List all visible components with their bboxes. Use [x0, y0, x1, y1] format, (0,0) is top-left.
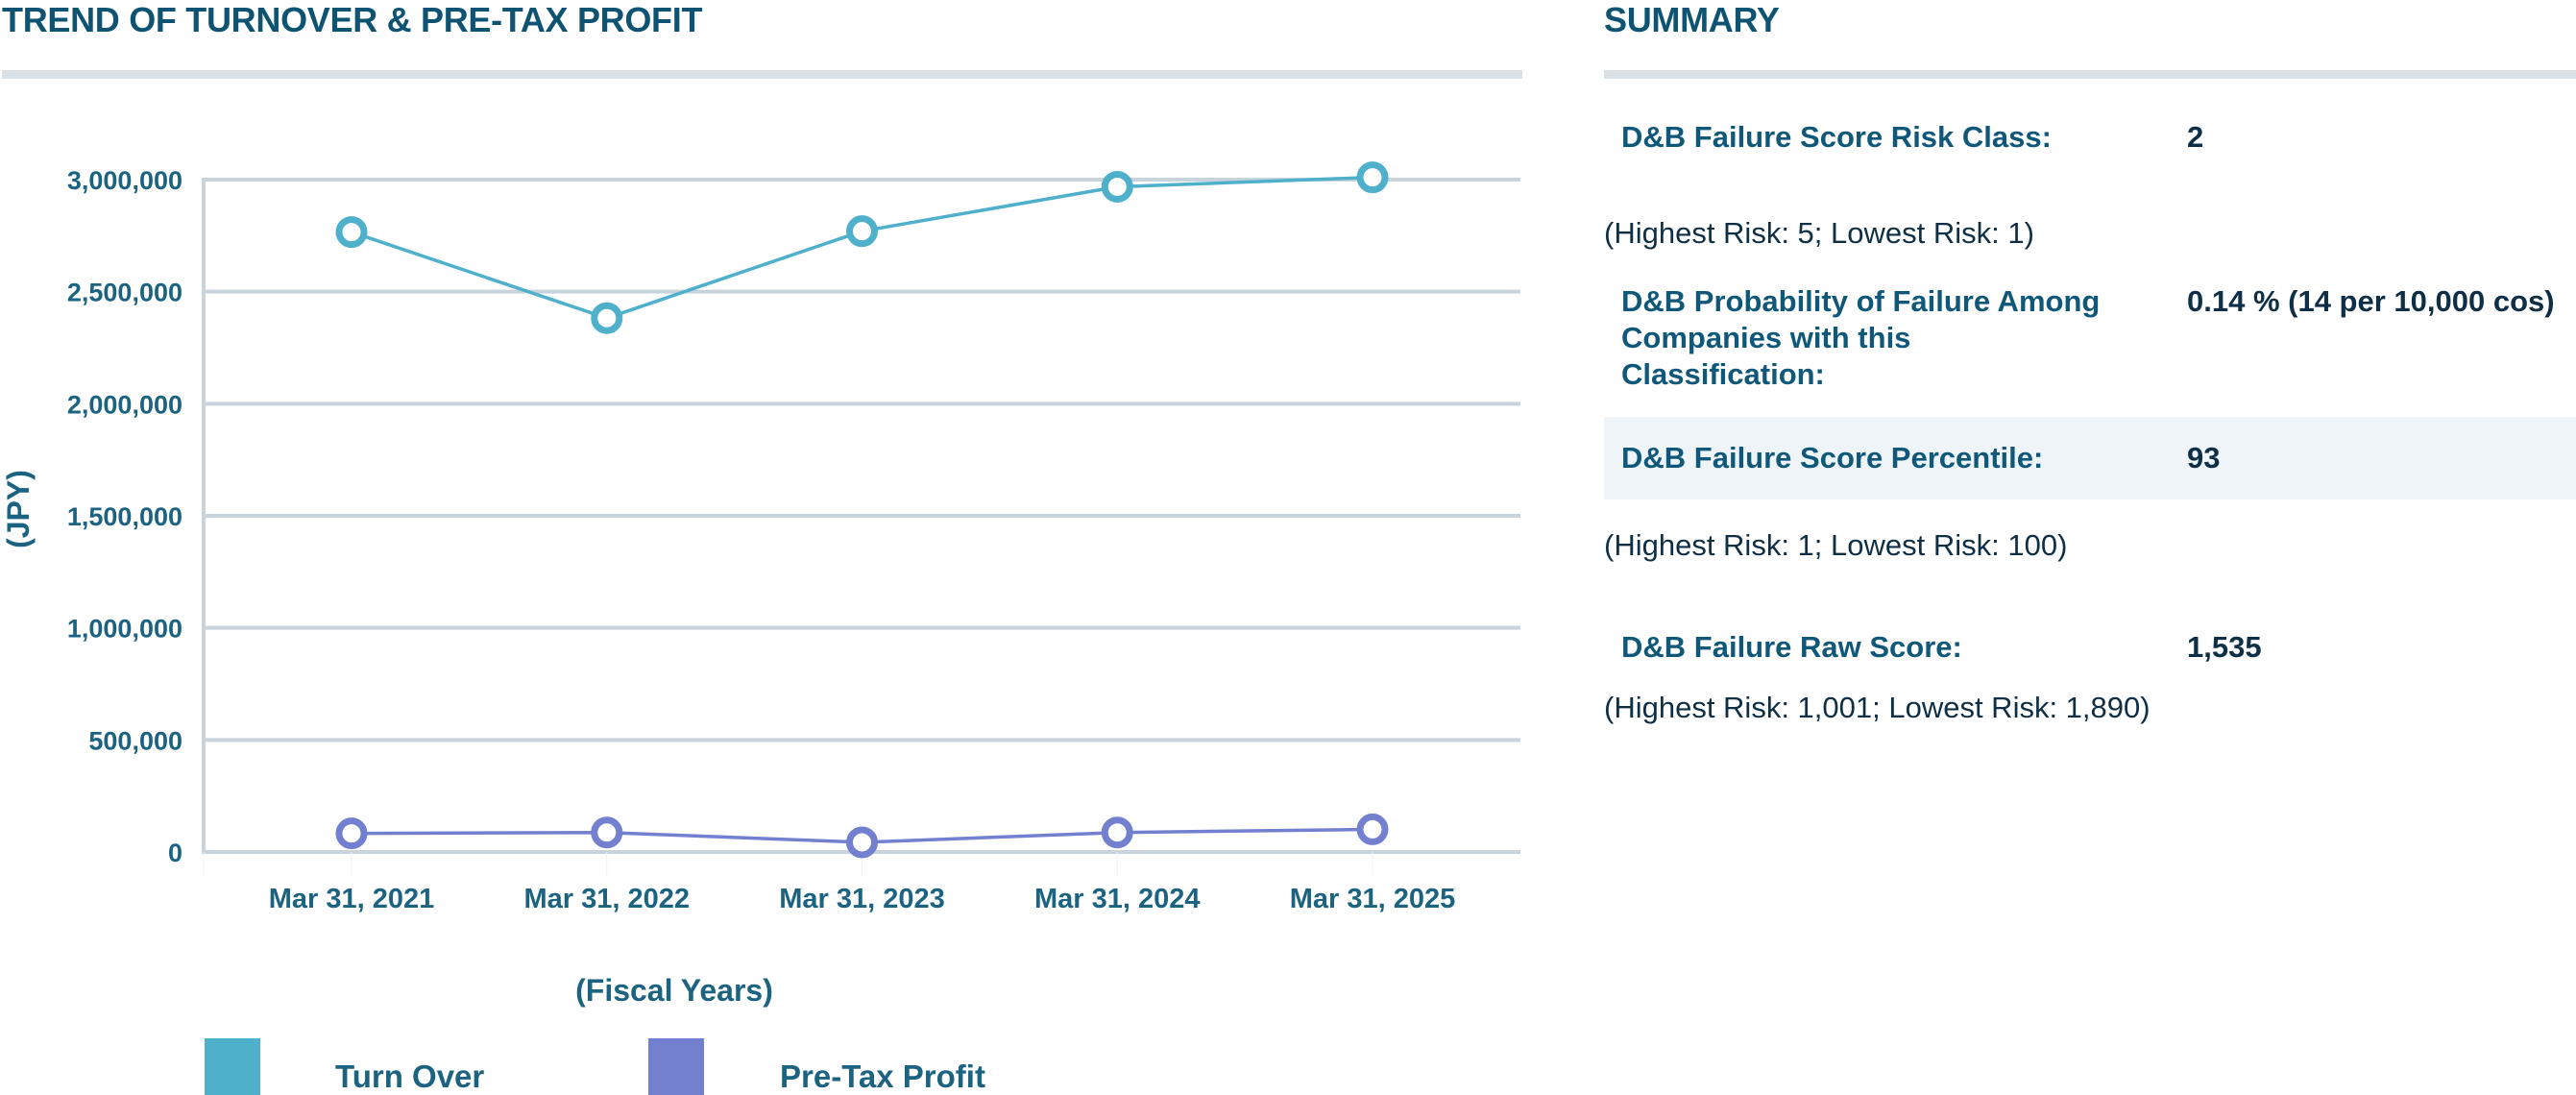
probability-label: D&B Probability of Failure Among Compani…	[1621, 283, 2100, 393]
data-point	[591, 302, 623, 334]
raw-score-label: D&B Failure Raw Score:	[1621, 630, 1962, 664]
summary-title: SUMMARY	[1604, 0, 1780, 39]
y-tick-label: 2,500,000	[67, 279, 182, 307]
y-tick-label: 500,000	[88, 726, 182, 755]
series-lines	[335, 161, 1389, 859]
risk-class-label: D&B Failure Score Risk Class:	[1621, 120, 2052, 154]
probability-label-line-3: Classification:	[1621, 357, 1825, 391]
chart-section-title: TREND OF TURNOVER & PRE-TAX PROFIT	[2, 0, 703, 39]
probability-label-line-1: D&B Probability of Failure Among	[1621, 284, 2101, 318]
x-tick-label: Mar 31, 2024	[1034, 884, 1201, 914]
y-tick-label: 2,000,000	[67, 390, 182, 419]
data-point	[1101, 816, 1133, 849]
legend-label: Turn Over	[335, 1058, 484, 1094]
data-point	[335, 817, 368, 850]
x-tick-label: Mar 31, 2023	[779, 884, 945, 914]
x-tick-label: Mar 31, 2021	[269, 884, 435, 914]
percentile-label: D&B Failure Score Percentile:	[1621, 441, 2044, 474]
data-point	[846, 215, 878, 248]
x-axis-ticks: Mar 31, 2021 Mar 31, 2022 Mar 31, 2023 Mar …	[203, 852, 1456, 914]
probability-label-line-2: Companies with this	[1621, 321, 1911, 354]
legend-item: Pre-Tax Profit	[648, 1038, 985, 1095]
data-point	[591, 816, 623, 849]
data-point	[1356, 161, 1389, 194]
data-point	[846, 826, 878, 859]
y-tick-label: 3,000,000	[67, 166, 182, 195]
chart-section-divider	[2, 70, 1522, 79]
summary-divider	[1604, 70, 2576, 79]
percentile-value: 93	[2187, 441, 2221, 474]
legend-label: Pre-Tax Profit	[780, 1058, 985, 1094]
chart-legend: Turn Over Pre-Tax Profit	[205, 1038, 985, 1095]
x-tick-label: Mar 31, 2025	[1290, 884, 1456, 914]
summary-panel: D&B Failure Score Risk Class: 2 (Highest…	[1604, 0, 2576, 1095]
y-tick-label: 1,000,000	[67, 615, 182, 644]
y-tick-label: 0	[168, 839, 182, 867]
trend-chart: 0 500,000 1,000,000 1,500,000 2,000,000 2,500…	[1, 161, 1520, 1095]
data-point	[1101, 170, 1133, 203]
data-point	[1356, 813, 1389, 845]
percentile-highlight-band	[1604, 417, 2576, 499]
data-point	[335, 216, 368, 249]
risk-class-value: 2	[2187, 120, 2204, 154]
series-turn-over	[335, 161, 1389, 334]
series-line	[351, 175, 1373, 321]
x-tick-label: Mar 31, 2022	[523, 884, 690, 914]
legend-swatch	[205, 1038, 260, 1095]
x-axis-title: (Fiscal Years)	[575, 973, 773, 1008]
legend-item: Turn Over	[205, 1038, 484, 1095]
y-axis-title: (JPY)	[1, 470, 36, 548]
raw-score-value: 1,535	[2187, 630, 2262, 664]
probability-value: 0.14 % (14 per 10,000 cos)	[2187, 284, 2555, 318]
legend-swatch	[648, 1038, 704, 1095]
y-axis-ticks: 0 500,000 1,000,000 1,500,000 2,000,000 2,500…	[67, 166, 182, 867]
raw-score-note: (Highest Risk: 1,001; Lowest Risk: 1,890…	[1604, 691, 2151, 724]
y-tick-label: 1,500,000	[67, 502, 182, 531]
series-pre-tax-profit	[335, 813, 1389, 859]
risk-class-note: (Highest Risk: 5; Lowest Risk: 1)	[1604, 216, 2034, 250]
grid-lines	[204, 178, 1520, 854]
percentile-note: (Highest Risk: 1; Lowest Risk: 100)	[1604, 528, 2068, 562]
